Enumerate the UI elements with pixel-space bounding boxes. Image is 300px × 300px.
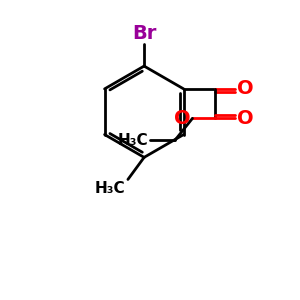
Text: O: O (237, 109, 253, 128)
Text: O: O (174, 109, 191, 128)
Text: O: O (237, 80, 253, 98)
Text: H₃C: H₃C (95, 181, 126, 196)
Text: H₃C: H₃C (118, 133, 148, 148)
Text: Br: Br (132, 23, 156, 43)
